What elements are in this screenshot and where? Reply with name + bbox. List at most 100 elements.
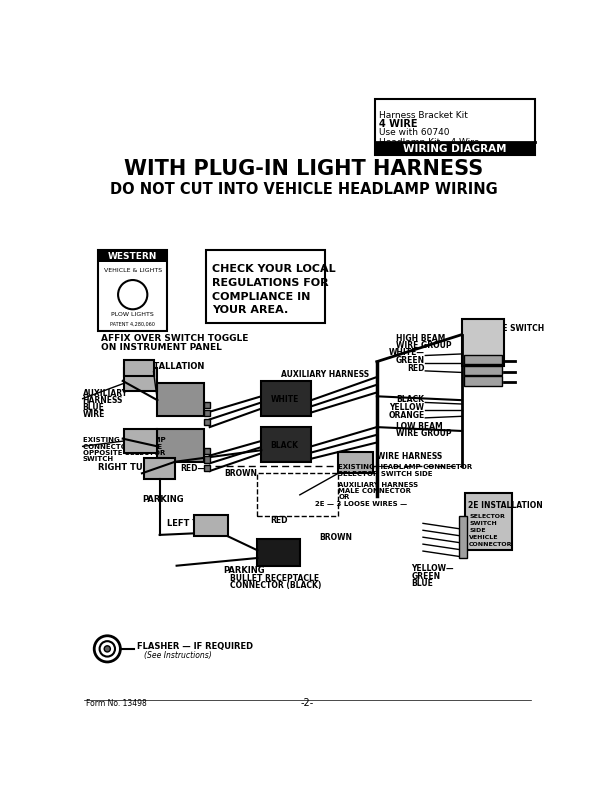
- Text: CHECK YOUR LOCAL: CHECK YOUR LOCAL: [212, 264, 335, 274]
- Text: HARNESS: HARNESS: [83, 396, 123, 406]
- Text: TOGGLE SWITCH: TOGGLE SWITCH: [473, 324, 544, 333]
- Bar: [203, 410, 210, 416]
- Text: COMPLIANCE IN: COMPLIANCE IN: [212, 291, 310, 302]
- Text: AUXILIARY HARNESS: AUXILIARY HARNESS: [338, 482, 418, 488]
- Text: FLASHER — IF REQUIRED: FLASHER — IF REQUIRED: [137, 642, 253, 651]
- Text: HIGH BEAM: HIGH BEAM: [396, 334, 445, 343]
- Bar: [262, 427, 311, 462]
- Bar: [144, 458, 175, 479]
- Circle shape: [94, 636, 121, 662]
- Text: SIDE: SIDE: [469, 528, 486, 533]
- Text: WHITE: WHITE: [271, 394, 299, 404]
- Text: SELECTOR SWITCH SIDE: SELECTOR SWITCH SIDE: [338, 470, 433, 477]
- Text: 2E — 3 LOOSE WIRES —: 2E — 3 LOOSE WIRES —: [315, 502, 407, 507]
- Text: WESTERN: WESTERN: [108, 253, 157, 262]
- Text: OR: OR: [338, 494, 350, 501]
- Text: RIGHT TURN: RIGHT TURN: [98, 463, 156, 472]
- Text: CONNECTOR: CONNECTOR: [469, 542, 513, 546]
- Text: YELLOW: YELLOW: [389, 403, 425, 412]
- Text: VEHICLE: VEHICLE: [469, 534, 499, 540]
- Bar: [203, 465, 210, 471]
- Bar: [98, 250, 167, 331]
- Text: SELECTOR: SELECTOR: [469, 514, 505, 519]
- Text: VEHICLE & LIGHTS: VEHICLE & LIGHTS: [104, 267, 162, 273]
- Text: 2E INSTALLATION: 2E INSTALLATION: [123, 362, 204, 371]
- Bar: [124, 430, 157, 453]
- Bar: [203, 448, 210, 454]
- Text: BLACK: BLACK: [397, 395, 425, 405]
- Text: LEFT TURN: LEFT TURN: [167, 518, 219, 528]
- Bar: [459, 516, 467, 558]
- Bar: [464, 354, 502, 364]
- Text: ON INSTRUMENT PANEL: ON INSTRUMENT PANEL: [101, 343, 222, 352]
- Text: MALE CONNECTOR: MALE CONNECTOR: [338, 488, 412, 494]
- Text: PLOW LIGHTS: PLOW LIGHTS: [112, 312, 154, 317]
- Text: CONNECTOR (BLACK): CONNECTOR (BLACK): [230, 581, 322, 590]
- Text: Use with 60740: Use with 60740: [379, 128, 449, 138]
- Text: WITH PLUG-IN LIGHT HARNESS: WITH PLUG-IN LIGHT HARNESS: [124, 159, 483, 179]
- Text: EXISTING HEADLAMP: EXISTING HEADLAMP: [83, 438, 165, 443]
- Bar: [464, 376, 502, 386]
- Bar: [464, 366, 502, 374]
- Text: WIRE GROUP: WIRE GROUP: [396, 341, 452, 350]
- Text: AUXILIARY: AUXILIARY: [83, 390, 128, 398]
- Text: (See Instructions): (See Instructions): [144, 651, 212, 660]
- Bar: [338, 452, 373, 474]
- Text: RED: RED: [271, 516, 288, 526]
- Text: BLUE: BLUE: [412, 579, 433, 589]
- Bar: [203, 456, 210, 462]
- Bar: [157, 430, 203, 462]
- Circle shape: [100, 641, 115, 657]
- Bar: [257, 474, 338, 516]
- Text: WIRE: WIRE: [83, 410, 105, 419]
- Text: YOUR AREA.: YOUR AREA.: [212, 306, 288, 315]
- Text: RED—: RED—: [181, 464, 205, 473]
- Text: Harness Bracket Kit: Harness Bracket Kit: [379, 110, 468, 120]
- Text: OPPOSITE SELECTOR: OPPOSITE SELECTOR: [83, 450, 165, 456]
- Text: GREEN: GREEN: [412, 572, 440, 581]
- Bar: [466, 493, 512, 550]
- Text: Form No. 13498: Form No. 13498: [86, 699, 146, 708]
- Text: LOW BEAM: LOW BEAM: [396, 422, 443, 431]
- Bar: [124, 360, 154, 375]
- Text: RED: RED: [407, 364, 425, 373]
- Text: VEHICLE WIRE HARNESS: VEHICLE WIRE HARNESS: [338, 453, 443, 462]
- Bar: [203, 402, 210, 408]
- Text: WIRE GROUP: WIRE GROUP: [396, 430, 452, 438]
- Text: SWITCH: SWITCH: [469, 521, 497, 526]
- Text: REGULATIONS FOR: REGULATIONS FOR: [212, 278, 329, 288]
- Bar: [461, 319, 504, 366]
- Text: ORANGE: ORANGE: [388, 411, 425, 420]
- Bar: [98, 250, 167, 262]
- Text: BULLET RECEPTACLE: BULLET RECEPTACLE: [230, 574, 320, 583]
- Text: -2-: -2-: [301, 698, 314, 708]
- Text: BROWN: BROWN: [319, 534, 352, 542]
- Bar: [375, 99, 535, 154]
- Bar: [194, 515, 228, 537]
- Text: EXISTING HEADLAMP CONNECTOR: EXISTING HEADLAMP CONNECTOR: [338, 465, 473, 470]
- Text: DO NOT CUT INTO VEHICLE HEADLAMP WIRING: DO NOT CUT INTO VEHICLE HEADLAMP WIRING: [110, 182, 497, 198]
- Bar: [257, 538, 300, 566]
- Bar: [262, 381, 311, 415]
- Text: AUXILIARY HARNESS: AUXILIARY HARNESS: [281, 370, 368, 379]
- Circle shape: [118, 280, 148, 310]
- Text: WIRING DIAGRAM: WIRING DIAGRAM: [403, 144, 507, 154]
- Text: PATENT 4,280,060: PATENT 4,280,060: [110, 322, 155, 326]
- Bar: [203, 418, 210, 425]
- Text: BROWN: BROWN: [224, 469, 257, 478]
- Text: BLACK: BLACK: [271, 441, 299, 450]
- Text: CONNECTOR — SIDE: CONNECTOR — SIDE: [83, 444, 162, 450]
- Text: YELLOW—: YELLOW—: [412, 564, 454, 573]
- Text: SWITCH: SWITCH: [83, 456, 114, 462]
- Text: BLUE: BLUE: [83, 403, 104, 412]
- Text: PARKING: PARKING: [223, 566, 265, 575]
- Text: GREEN: GREEN: [395, 356, 425, 365]
- Text: WHITE—: WHITE—: [389, 349, 425, 358]
- Text: 4 WIRE: 4 WIRE: [379, 119, 418, 129]
- Text: AFFIX OVER SWITCH TOGGLE: AFFIX OVER SWITCH TOGGLE: [101, 334, 248, 343]
- Bar: [124, 368, 157, 391]
- Text: PARKING: PARKING: [142, 494, 184, 504]
- Bar: [375, 142, 535, 154]
- Circle shape: [104, 646, 110, 652]
- Bar: [206, 250, 325, 323]
